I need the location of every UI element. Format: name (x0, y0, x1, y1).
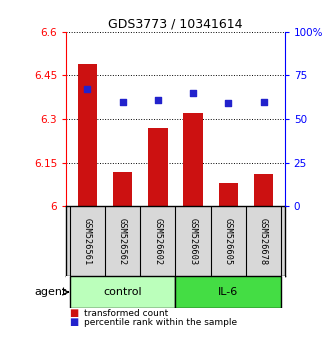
Point (120, 99, 125, 104)
Text: GSM526562: GSM526562 (118, 218, 127, 265)
Bar (70, 276, 175, 308)
Bar (175, 276, 281, 308)
Bar (148, 128, 167, 206)
Bar (183, 113, 203, 206)
Text: percentile rank within the sample: percentile rank within the sample (84, 318, 238, 327)
Text: GSM526561: GSM526561 (83, 218, 92, 265)
Title: GDS3773 / 10341614: GDS3773 / 10341614 (108, 18, 243, 31)
Point (155, 97, 161, 103)
Point (85, 87, 90, 92)
Point (226, 101, 231, 106)
Text: GSM526602: GSM526602 (153, 218, 162, 265)
Text: ■: ■ (70, 308, 79, 318)
Text: GSM526678: GSM526678 (259, 218, 268, 265)
Point (190, 90, 196, 96)
Bar (113, 171, 132, 206)
Bar (78, 64, 97, 206)
Text: IL-6: IL-6 (218, 287, 238, 297)
Bar (218, 183, 238, 206)
Text: ■: ■ (70, 317, 79, 327)
Bar (254, 175, 273, 206)
Text: GSM526603: GSM526603 (189, 218, 198, 265)
Text: control: control (103, 287, 142, 297)
Point (261, 99, 266, 104)
Text: GSM526605: GSM526605 (224, 218, 233, 265)
Text: transformed count: transformed count (84, 309, 169, 318)
Text: agent: agent (34, 287, 67, 297)
